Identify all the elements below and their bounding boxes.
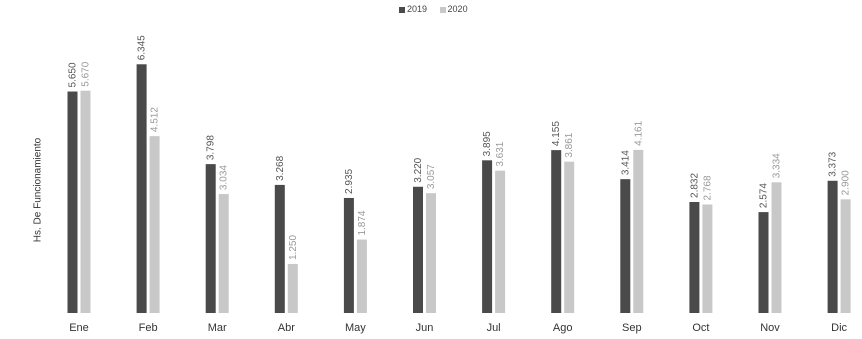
x-tick-label-nov: Nov [760,322,780,334]
data-label-2019-oct: 2.832 [689,173,700,198]
bar-2019-ago [551,150,562,313]
x-tick-label-ago: Ago [553,322,573,334]
data-label-2020-jun: 3.057 [426,164,437,189]
data-label-2020-mar: 3.034 [219,165,230,190]
legend-label-2019: 2019 [407,4,428,14]
bar-2020-may [356,239,367,313]
bar-2020-nov [771,182,782,313]
bar-2019-sep [620,179,631,313]
x-tick-label-mar: Mar [208,322,227,334]
bar-2020-ene [80,90,91,314]
x-tick-label-feb: Feb [139,322,158,334]
legend-swatch-2019 [399,6,405,13]
bar-2020-oct [702,204,713,313]
data-label-2019-nov: 2.574 [759,183,770,208]
category-group-jun: 3.220 3.057 Jun [413,157,437,334]
data-label-2020-oct: 2.768 [702,175,713,200]
data-label-2019-jul: 3.895 [482,131,493,156]
category-group-ago: 4.155 3.861 Ago [551,121,575,334]
bar-2020-dic [840,199,851,313]
x-tick-label-ene: Ene [69,322,89,334]
category-group-abr: 3.268 1.250 Abr [274,155,299,334]
data-label-2020-feb: 4.512 [150,107,161,132]
data-label-2020-abr: 1.250 [288,235,299,260]
category-group-feb: 6.345 4.512 Feb [136,35,161,334]
data-label-2020-ene: 5.670 [81,61,92,86]
bar-2019-nov [758,212,769,313]
x-tick-label-abr: Abr [278,322,295,334]
bar-2019-may [343,197,354,313]
bar-2020-feb [149,136,160,313]
bar-2019-dic [827,180,838,313]
x-tick-label-may: May [345,322,366,334]
bar-2019-oct [689,201,700,313]
bar-2019-jul [482,160,493,313]
bar-2020-ago [564,161,575,313]
category-group-jul: 3.895 3.631 Jul [482,131,506,334]
bar-2020-jun [426,193,436,313]
data-label-2019-may: 2.935 [344,168,355,193]
legend-item-2019: 2019 [399,4,430,14]
data-label-2020-sep: 4.161 [633,120,644,145]
data-label-2020-nov: 3.334 [772,153,783,178]
data-label-2020-may: 1.874 [357,210,368,235]
data-label-2019-abr: 3.268 [275,155,286,180]
bar-2020-abr [287,264,298,313]
data-label-2019-mar: 3.798 [206,135,217,160]
bar-2020-jul [495,170,506,313]
data-label-2019-dic: 3.373 [828,151,839,176]
bar-2020-sep [633,149,644,313]
y-axis-label: Hs. De Funcionamiento [32,137,44,243]
bar-2019-abr [274,184,285,313]
x-tick-label-sep: Sep [622,322,642,334]
legend-item-2020: 2020 [439,4,468,14]
data-label-2020-dic: 2.900 [841,170,852,195]
legend-label-2020: 2020 [447,4,468,14]
data-label-2019-feb: 6.345 [137,35,148,60]
data-label-2019-ago: 4.155 [551,121,562,146]
data-label-2019-jun: 3.220 [413,157,424,182]
bar-2019-ene [67,91,78,314]
x-tick-label-oct: Oct [692,322,709,334]
data-label-2019-ene: 5.650 [68,62,79,87]
data-label-2019-sep: 3.414 [620,150,631,175]
chart-legend: 2019 2020 [399,4,478,14]
bar-2020-mar [218,194,229,313]
category-group-may: 2.935 1.874 May [343,168,368,334]
category-group-ene: 5.650 5.670 Ene [67,61,92,334]
legend-swatch-2020 [439,6,446,13]
x-tick-label-jun: Jun [416,322,434,334]
x-tick-label-jul: Jul [487,322,501,334]
bar-2019-jun [413,186,423,313]
data-label-2020-ago: 3.861 [564,132,575,157]
data-label-2020-jul: 3.631 [495,141,506,166]
bar-2019-feb [136,64,147,313]
bar-2019-mar [205,164,216,313]
x-tick-label-dic: Dic [831,322,847,334]
category-group-oct: 2.832 2.768 Oct [689,173,713,334]
